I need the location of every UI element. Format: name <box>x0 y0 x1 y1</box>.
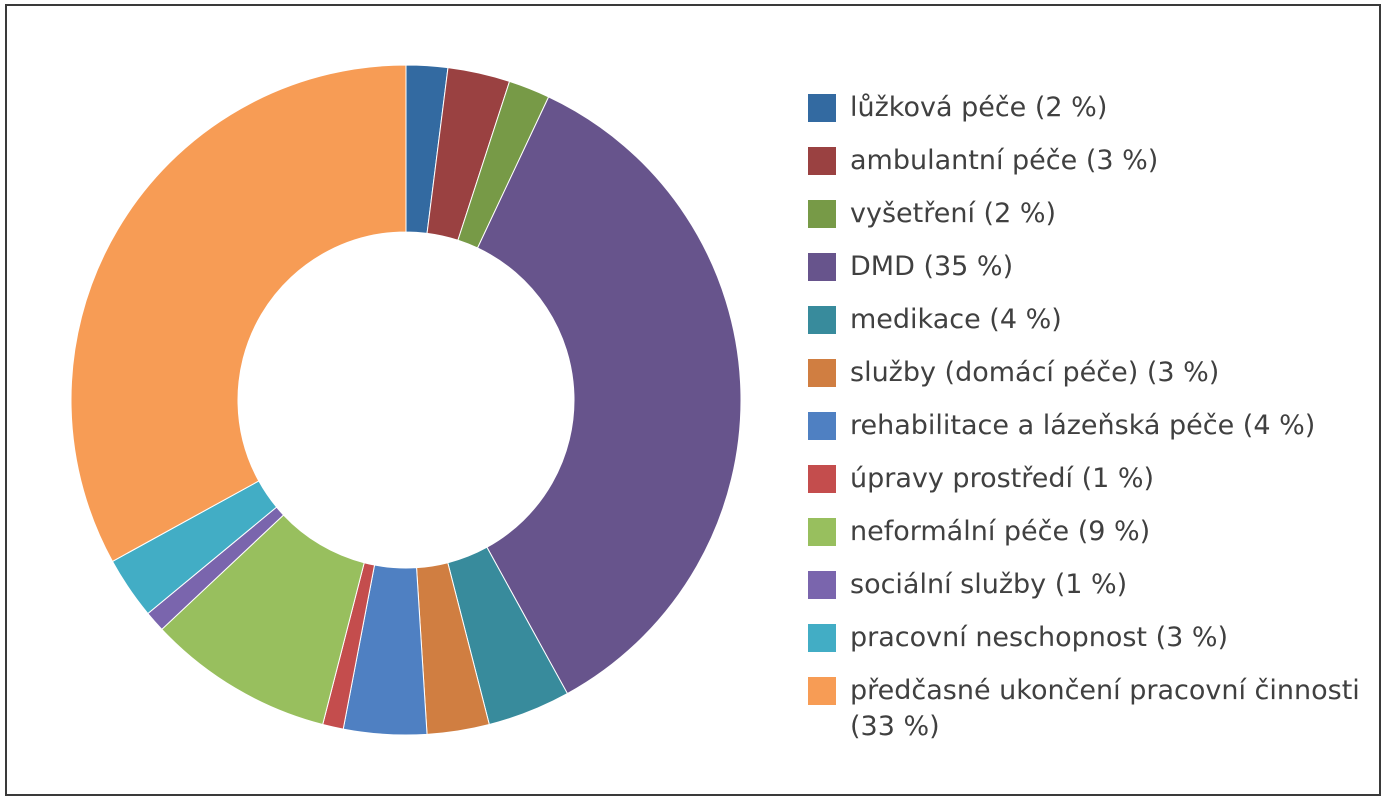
donut-slice-11 <box>70 64 407 563</box>
legend-swatch <box>808 518 836 546</box>
legend-label: úpravy prostředí (1 %) <box>850 463 1155 494</box>
legend-item-dmd: DMD (35 %) <box>808 249 1370 285</box>
legend-label: lůžková péče (2 %) <box>850 92 1108 123</box>
legend-label: předčasné ukončení pracovní činnosti (33… <box>850 675 1360 742</box>
legend-item-sluzby-domaci-pece: služby (domácí péče) (3 %) <box>808 355 1370 391</box>
legend-label: pracovní neschopnost (3 %) <box>850 622 1229 653</box>
legend-swatch <box>808 94 836 122</box>
legend-label: medikace (4 %) <box>850 304 1062 335</box>
legend-swatch <box>808 253 836 281</box>
legend-label: služby (domácí péče) (3 %) <box>850 357 1220 388</box>
legend-item-neformalni-pece: neformální péče (9 %) <box>808 514 1370 550</box>
legend-label: rehabilitace a lázeňská péče (4 %) <box>850 410 1316 441</box>
legend-swatch <box>808 359 836 387</box>
legend-swatch <box>808 677 836 705</box>
legend-item-vysetreni: vyšetření (2 %) <box>808 196 1370 232</box>
legend-item-medikace: medikace (4 %) <box>808 302 1370 338</box>
legend-swatch <box>808 465 836 493</box>
legend-item-upravy-prostredi: úpravy prostředí (1 %) <box>808 461 1370 497</box>
legend-swatch <box>808 412 836 440</box>
legend-label: ambulantní péče (3 %) <box>850 145 1159 176</box>
legend-item-luzkova-pece: lůžková péče (2 %) <box>808 90 1370 126</box>
legend-swatch <box>808 147 836 175</box>
legend-item-socialni-sluzby: sociální služby (1 %) <box>808 567 1370 603</box>
legend-item-pracovni-neschopnost: pracovní neschopnost (3 %) <box>808 620 1370 656</box>
legend-label: DMD (35 %) <box>850 251 1014 282</box>
legend-swatch <box>808 200 836 228</box>
donut-slice-3 <box>476 96 742 695</box>
legend-item-rehabilitace: rehabilitace a lázeňská péče (4 %) <box>808 408 1370 444</box>
legend-label: vyšetření (2 %) <box>850 198 1057 229</box>
legend-item-predcasne-ukonceni: předčasné ukončení pracovní činnosti (33… <box>808 673 1370 745</box>
donut-chart <box>70 64 742 736</box>
legend-label: neformální péče (9 %) <box>850 516 1151 547</box>
legend-label: sociální služby (1 %) <box>850 569 1128 600</box>
legend-item-ambulantni-pece: ambulantní péče (3 %) <box>808 143 1370 179</box>
legend-swatch <box>808 571 836 599</box>
legend: lůžková péče (2 %) ambulantní péče (3 %)… <box>808 90 1370 762</box>
legend-swatch <box>808 306 836 334</box>
legend-swatch <box>808 624 836 652</box>
